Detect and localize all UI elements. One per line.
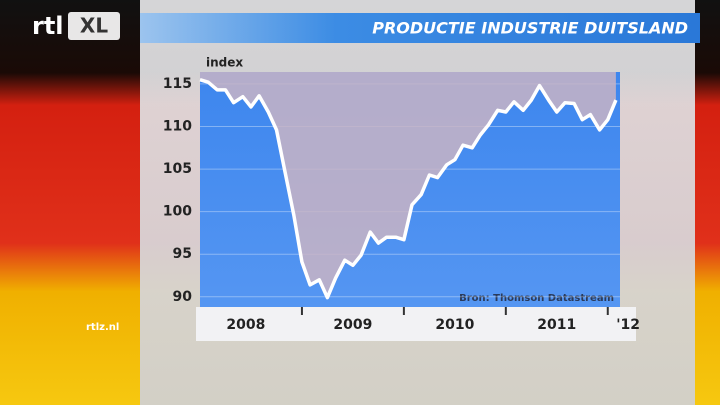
x-tick-label: '12 <box>616 317 640 333</box>
x-tick-label: 2010 <box>435 317 474 333</box>
logo: rtl <box>32 12 64 40</box>
x-tick-label: 2008 <box>226 317 265 333</box>
chart: 90 95 100 105 110 115 2008 2009 2010 2011 '12 <box>163 72 640 333</box>
x-tick-label: 2011 <box>537 317 576 333</box>
y-tick-label: 95 <box>173 246 192 262</box>
chart-title: PRODUCTIE INDUSTRIE DUITSLAND <box>372 19 688 38</box>
source: Bron: Thomson Datastream <box>459 293 614 304</box>
line <box>199 78 618 300</box>
y-tick-label: 115 <box>163 76 192 92</box>
y-axis-label: index <box>206 56 243 70</box>
x-axis-band <box>196 307 636 341</box>
logo-badge-bg <box>68 12 120 40</box>
logo-badge: XL <box>80 14 108 38</box>
area-above-line <box>200 72 616 298</box>
y-tick-label: 90 <box>173 289 193 305</box>
y-tick-label: 105 <box>163 161 192 177</box>
y-tick-label: 110 <box>163 118 192 134</box>
website: rtlz.nl <box>86 322 119 333</box>
y-tick-label: 100 <box>163 204 192 220</box>
title-bar <box>140 13 700 43</box>
x-tick-label: 2009 <box>333 317 372 333</box>
